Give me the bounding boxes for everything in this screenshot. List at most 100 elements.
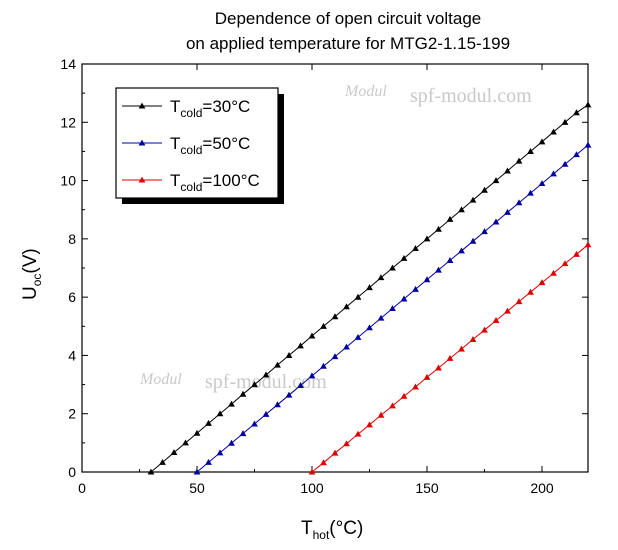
data-point <box>251 381 258 388</box>
legend-label: Tcold=50°C <box>170 134 250 157</box>
y-tick-label: 4 <box>68 347 76 363</box>
y-tick-label: 6 <box>68 289 76 305</box>
data-point <box>193 468 201 475</box>
y-tick-label: 12 <box>60 114 76 130</box>
data-point <box>423 373 431 380</box>
data-point <box>550 128 557 135</box>
data-point <box>573 151 580 158</box>
data-point <box>320 362 327 369</box>
data-point <box>527 288 534 295</box>
data-point <box>481 186 488 193</box>
data-point <box>331 313 339 320</box>
x-tick-label: 100 <box>300 480 324 496</box>
data-point <box>538 138 546 145</box>
data-point <box>308 372 316 379</box>
data-point <box>285 391 293 398</box>
legend-marker <box>138 102 146 109</box>
data-point <box>412 383 419 390</box>
data-point <box>297 382 304 388</box>
data-point <box>228 400 235 407</box>
data-point <box>343 343 350 350</box>
data-point <box>354 293 362 300</box>
data-point <box>550 269 557 276</box>
data-point <box>573 109 580 116</box>
data-point <box>170 449 178 456</box>
series-3 <box>308 241 592 475</box>
data-point <box>251 420 258 427</box>
data-point <box>400 254 408 261</box>
watermark-top: Modul spf-modul.com <box>344 83 532 107</box>
legend-item: Tcold=30°C <box>122 97 250 120</box>
data-point <box>239 390 247 397</box>
data-point <box>320 322 327 329</box>
data-point <box>205 458 212 465</box>
data-point <box>366 421 373 428</box>
watermark-logo: Modul <box>139 371 182 388</box>
legend-marker <box>138 139 146 146</box>
legend-label: Tcold=100°C <box>170 171 260 194</box>
series-1 <box>147 101 592 475</box>
watermark-logo: Modul <box>344 83 387 100</box>
y-tick-label: 0 <box>68 464 76 480</box>
data-point <box>504 307 511 314</box>
legend-marker <box>138 176 146 183</box>
data-point <box>515 298 523 305</box>
data-point <box>435 225 442 232</box>
watermark-middle: Modul spf-modul.com <box>139 371 327 393</box>
data-point <box>504 167 511 174</box>
series-layer <box>147 101 592 475</box>
data-point <box>331 353 339 360</box>
data-point <box>228 439 235 446</box>
chart-title-line-1: Dependence of open circuit voltage <box>215 9 482 28</box>
data-point <box>584 101 592 108</box>
data-point <box>423 276 431 283</box>
data-point <box>561 260 569 267</box>
x-tick-label: 200 <box>530 480 554 496</box>
data-point <box>262 410 270 417</box>
data-point <box>412 245 419 252</box>
data-point <box>435 266 442 273</box>
watermark-text: spf-modul.com <box>410 85 532 107</box>
data-point <box>527 148 534 154</box>
data-point <box>481 228 488 235</box>
data-point <box>193 429 201 436</box>
data-point <box>458 206 465 213</box>
data-point <box>239 430 247 437</box>
data-point <box>389 305 396 312</box>
data-point <box>389 402 396 409</box>
data-point <box>412 285 419 292</box>
y-tick-label: 2 <box>68 406 76 422</box>
data-point <box>469 196 477 203</box>
data-point <box>274 401 281 408</box>
data-point <box>147 468 155 475</box>
y-tick-label: 14 <box>60 56 76 72</box>
data-point <box>377 314 385 321</box>
data-point <box>469 336 477 342</box>
data-point <box>159 458 166 465</box>
x-tick-label: 50 <box>189 480 205 496</box>
data-point <box>458 247 465 254</box>
y-tick-label: 10 <box>60 173 76 189</box>
watermark-text: spf-modul.com <box>205 371 327 393</box>
data-point <box>400 295 408 302</box>
data-point <box>354 333 362 340</box>
data-point <box>400 392 408 399</box>
data-point <box>492 317 500 324</box>
data-point <box>343 440 350 447</box>
data-point <box>561 160 569 167</box>
legend-label: Tcold=30°C <box>170 97 250 120</box>
data-point <box>561 118 569 125</box>
data-point <box>216 449 224 456</box>
data-point <box>216 410 224 417</box>
x-axis-title: Thot(°C) <box>301 518 363 542</box>
data-point <box>297 342 304 349</box>
legend: Tcold=30°C Tcold=50°C Tcold=100°C <box>115 87 284 204</box>
legend-item: Tcold=100°C <box>122 171 260 194</box>
data-point <box>584 241 592 248</box>
data-point <box>389 264 396 271</box>
data-point <box>538 279 546 286</box>
data-point <box>527 189 534 196</box>
chart-title-line-2: on applied temperature for MTG2-1.15-199 <box>186 34 510 53</box>
data-point <box>446 215 454 222</box>
